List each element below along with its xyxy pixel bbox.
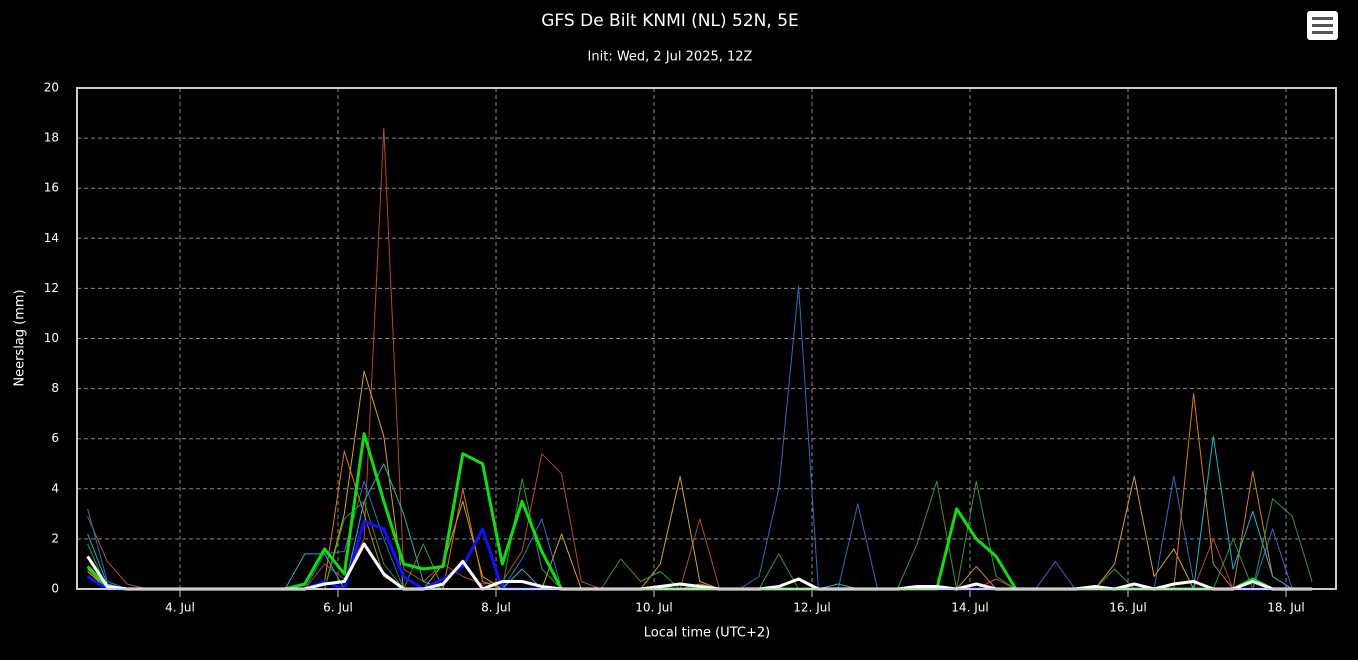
chart-title: GFS De Bilt KNMI (NL) 52N, 5E [541,11,799,31]
y-tick-label: 10 [44,331,59,345]
x-tick-label: 18. Jul [1267,601,1304,615]
x-tick-label: 12. Jul [793,601,830,615]
y-tick-label: 2 [51,531,59,545]
chart-subtitle: Init: Wed, 2 Jul 2025, 12Z [588,50,753,65]
x-tick-label: 10. Jul [635,601,672,615]
y-tick-label: 16 [44,181,59,195]
series-line [87,127,1313,590]
y-tick-label: 4 [51,481,59,495]
y-tick-label: 14 [44,231,59,245]
menu-bar [1312,17,1333,20]
plot-area: 0 2 4 6 8 10 12 14 16 18 20 4. Jul 6. Jul 8. Jul 10. J… [44,81,1336,615]
x-tick-label: 8. Jul [481,601,511,615]
menu-bar [1312,31,1333,34]
x-axis-title: Local time (UTC+2) [644,626,770,641]
y-tick-label: 0 [51,582,59,596]
y-tick-label: 12 [44,281,59,295]
menu-bar [1312,24,1333,27]
x-tick-label: 6. Jul [323,601,353,615]
menu-button[interactable] [1307,11,1338,40]
x-tick-label: 14. Jul [951,601,988,615]
y-axis-title: Neerslag (mm) [13,289,28,386]
y-tick-label: 6 [51,431,59,445]
x-tick-label: 4. Jul [165,601,195,615]
x-tick-label: 16. Jul [1109,601,1146,615]
y-tick-label: 20 [44,81,59,95]
y-tick-label: 8 [51,381,59,395]
plot-border [76,87,1337,590]
y-tick-label: 18 [44,131,59,145]
